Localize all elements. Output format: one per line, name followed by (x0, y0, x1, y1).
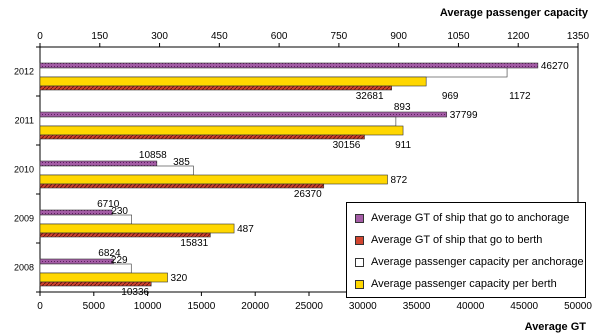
category-label: 2011 (15, 116, 34, 126)
label-berth-gt: 15831 (180, 238, 208, 249)
label-berth-gt: 10336 (121, 287, 149, 298)
bar-average-gt-of-ship-that-go-to-anchorage (39, 160, 158, 167)
category-label: 2008 (14, 263, 34, 273)
legend-swatch (355, 257, 364, 267)
bars (39, 62, 539, 287)
bottom-tick-label: 50000 (564, 301, 592, 312)
label-anchorage-capacity: 893 (394, 102, 411, 113)
bar-average-passenger-capacity-per-anchorage (39, 165, 194, 176)
top-tick-label: 750 (331, 31, 348, 42)
axes: 0 150 300 450 600 750 900 1050 1200 1350 0 5000 1000… (14, 31, 592, 312)
legend-label: Average GT of ship that go to anchorage (371, 212, 570, 224)
label-berth-gt: 26370 (294, 189, 322, 200)
bottom-tick-label: 5000 (83, 301, 106, 312)
legend-swatch (355, 235, 364, 245)
label-berth-capacity: 487 (237, 224, 254, 235)
category-label: 2010 (14, 165, 34, 175)
legend-label: Average GT of ship that go to berth (371, 234, 543, 246)
label-berth-capacity: 969 (442, 91, 459, 102)
bar-average-passenger-capacity-per-anchorage (39, 67, 508, 78)
label-berth-gt: 30156 (333, 140, 361, 151)
label-berth-capacity: 320 (171, 273, 188, 284)
label-anchorage-capacity: 230 (111, 206, 128, 217)
bottom-tick-label: 30000 (349, 301, 377, 312)
top-tick-label: 900 (390, 31, 407, 42)
label-berth-capacity: 872 (391, 175, 408, 186)
legend-swatch (355, 213, 364, 223)
legend-swatch (355, 279, 364, 289)
bar-average-passenger-capacity-per-berth (39, 76, 427, 87)
legend-item: Average passenger capacity per berth (355, 277, 557, 291)
bar-average-gt-of-ship-that-go-to-berth (39, 281, 152, 287)
label-anchorage-capacity: 1172 (509, 91, 531, 102)
label-anchorage-capacity: 229 (111, 255, 128, 266)
bar-average-gt-of-ship-that-go-to-anchorage (39, 111, 448, 118)
label-anchorage-gt: 6824 (98, 248, 121, 259)
top-tick-label: 300 (151, 31, 168, 42)
data-labels: 46270 1172 969 32681 37799 893 911 30156 10858 38… (97, 61, 569, 298)
top-tick-label: 600 (271, 31, 288, 42)
bottom-tick-label: 45000 (510, 301, 538, 312)
bar-average-gt-of-ship-that-go-to-anchorage (39, 258, 114, 265)
legend-item: Average GT of ship that go to berth (355, 233, 542, 247)
bottom-tick-label: 25000 (295, 301, 323, 312)
bottom-axis-title: Average GT (525, 321, 587, 333)
legend-item: Average GT of ship that go to anchorage (355, 211, 569, 225)
legend: Average GT of ship that go to anchorage A… (346, 202, 586, 298)
bar-average-gt-of-ship-that-go-to-anchorage (39, 209, 113, 216)
bottom-tick-label: 15000 (187, 301, 215, 312)
top-tick-label: 1200 (507, 31, 530, 42)
category-label: 2012 (14, 67, 34, 77)
label-berth-gt: 32681 (356, 91, 384, 102)
bottom-tick-label: 20000 (241, 301, 269, 312)
bar-average-passenger-capacity-per-berth (39, 223, 235, 234)
bar-average-passenger-capacity-per-berth (39, 272, 168, 283)
label-anchorage-gt: 37799 (450, 110, 478, 121)
bar-average-passenger-capacity-per-berth (39, 125, 404, 136)
bottom-tick-label: 40000 (456, 301, 484, 312)
bar-average-gt-of-ship-that-go-to-berth (39, 232, 211, 238)
label-berth-capacity: 911 (395, 140, 411, 151)
category-label: 2009 (14, 214, 34, 224)
top-tick-label: 450 (211, 31, 228, 42)
bottom-tick-label: 35000 (403, 301, 431, 312)
legend-item: Average passenger capacity per anchorage (355, 255, 584, 269)
bar-average-gt-of-ship-that-go-to-anchorage (39, 62, 539, 69)
label-anchorage-gt: 10858 (139, 150, 167, 161)
top-axis-title: Average passenger capacity (440, 7, 589, 19)
bottom-tick-label: 10000 (134, 301, 162, 312)
bar-average-passenger-capacity-per-berth (39, 174, 388, 185)
top-tick-label: 1050 (447, 31, 470, 42)
label-anchorage-gt: 6710 (97, 199, 120, 210)
bar-average-passenger-capacity-per-anchorage (39, 116, 397, 127)
top-tick-label: 1350 (567, 31, 590, 42)
label-anchorage-capacity: 385 (173, 157, 190, 168)
bar-average-gt-of-ship-that-go-to-berth (39, 183, 325, 189)
top-tick-label: 0 (37, 31, 43, 42)
bar-average-gt-of-ship-that-go-to-berth (39, 85, 392, 91)
bar-average-gt-of-ship-that-go-to-berth (39, 134, 365, 140)
legend-label: Average passenger capacity per berth (371, 278, 557, 290)
label-anchorage-gt: 46270 (541, 61, 569, 72)
top-tick-label: 150 (91, 31, 108, 42)
bottom-tick-label: 0 (37, 301, 43, 312)
legend-label: Average passenger capacity per anchorage (371, 256, 584, 268)
